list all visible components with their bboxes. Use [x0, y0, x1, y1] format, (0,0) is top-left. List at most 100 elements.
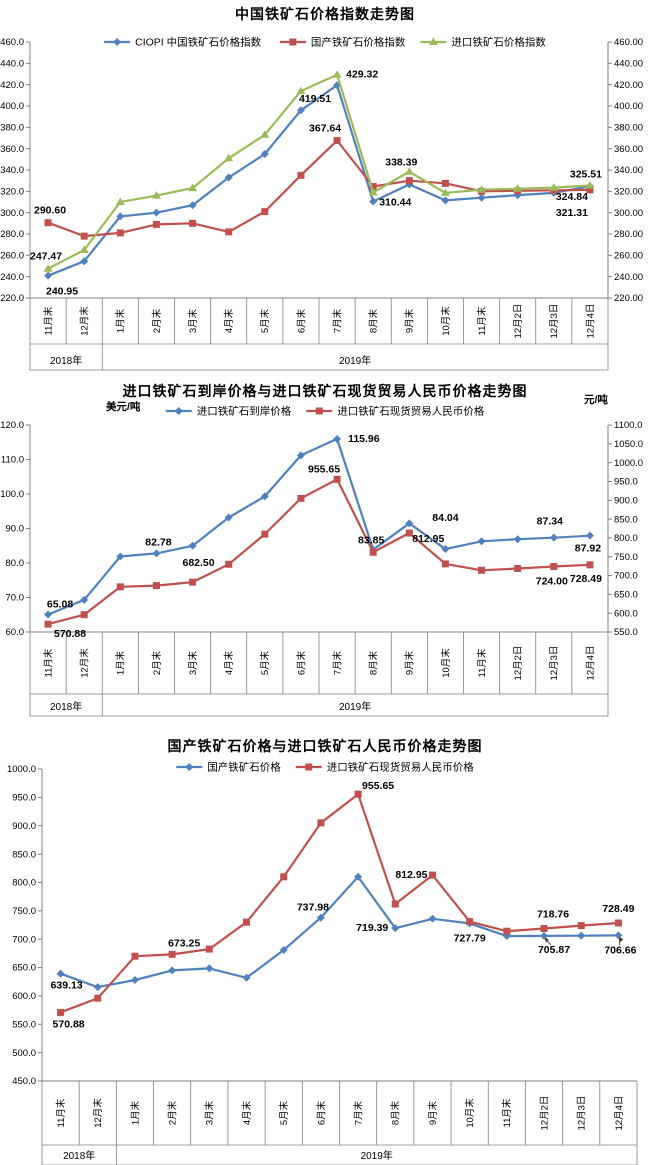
y-tick-label: 80.0: [6, 558, 25, 569]
x-category-label: 8月末: [390, 1100, 402, 1125]
x-category-label: 7月末: [331, 650, 343, 675]
x-category-label: 7月末: [352, 1100, 364, 1125]
x-category-label: 11月末: [476, 306, 488, 335]
series-marker: [405, 529, 413, 537]
x-category-label: 3月末: [204, 1100, 216, 1125]
y-axis-left: 120.0 110.0 100.0 90.0 80.0 70.0 60.0: [0, 420, 31, 638]
label-leader-arrowhead: [619, 936, 624, 943]
series-marker: [189, 219, 197, 227]
data-label: 955.65: [362, 780, 394, 792]
series-marker: [44, 271, 53, 280]
x-category-label: 12月4日: [585, 646, 596, 681]
series-marker: [428, 871, 436, 879]
data-label: 728.49: [602, 903, 634, 915]
series-marker: [405, 519, 414, 528]
legend-item-label: 进口铁矿石到岸价格: [197, 405, 292, 418]
x-category-label: 1月末: [129, 1100, 141, 1125]
series-marker: [113, 38, 122, 46]
year-group-label: 2019年: [361, 1149, 393, 1162]
x-category-label: 12月3日: [549, 646, 560, 681]
data-label: 812.95: [412, 533, 444, 545]
series-marker: [315, 407, 323, 415]
legend-item-label: CIOPI 中国铁矿石价格指数: [135, 36, 262, 49]
x-category-label: 10月末: [440, 306, 452, 336]
series-marker: [296, 86, 306, 95]
series-line: [46, 84, 592, 277]
series-marker: [224, 513, 233, 522]
chart-china-iron-ore-price-index: 中国铁矿石价格指数走势图 460.0 440.0 420.0 400.0 380.0 36…: [0, 0, 650, 375]
series-marker: [428, 914, 437, 923]
x-category-label: 9月末: [404, 308, 416, 333]
series-marker: [305, 763, 313, 771]
year-group-label: 2018年: [50, 700, 82, 713]
x-category-label: 12月3日: [549, 304, 560, 339]
y-tick-label: 360.00: [614, 144, 643, 155]
series-marker: [130, 976, 139, 985]
series-marker: [577, 931, 586, 940]
x-category-label: 12月2日: [513, 646, 524, 681]
legend-item-label: 国产铁矿石价格: [207, 761, 281, 774]
series-marker: [354, 872, 363, 881]
right-axis-unit-label: 元/吨: [584, 394, 608, 406]
y-tick-label: 340.0: [0, 165, 24, 176]
series-marker: [205, 964, 214, 973]
data-label: 367.64: [309, 123, 341, 135]
series-marker: [317, 819, 325, 827]
y-tick-label: 460.00: [614, 37, 643, 48]
series-marker: [577, 922, 585, 930]
series-marker: [205, 945, 213, 953]
series-marker: [369, 197, 378, 206]
data-label: 737.98: [297, 902, 329, 914]
series-marker: [152, 208, 161, 217]
data-label: 310.44: [379, 197, 411, 209]
series-marker: [503, 927, 511, 935]
y-tick-label: 1100.0: [614, 420, 642, 431]
x-category-label: 6月末: [295, 308, 307, 333]
data-label: 728.49: [570, 573, 602, 585]
y-tick-label: 300.00: [614, 208, 643, 219]
series-marker: [261, 530, 269, 538]
series-marker: [225, 560, 233, 568]
y-tick-label: 550.0: [614, 627, 638, 638]
series-marker: [332, 70, 342, 78]
series-marker: [368, 187, 378, 196]
data-label: 290.60: [34, 205, 66, 217]
data-label: 83.85: [358, 535, 384, 547]
y-axis-right: 460.00 440.00 420.00 400.00 380.00 360.00 340.…: [607, 37, 643, 304]
data-label: 240.95: [46, 286, 78, 298]
series-marker: [152, 220, 160, 228]
y-tick-label: 600.0: [614, 608, 638, 619]
x-axis: 11月末 12月末 1月末 2月末 3月末 4月末 5月末 6月末 7月末 8月末 9月末 10月末 1…: [29, 297, 609, 371]
series-marker: [94, 994, 102, 1002]
y-tick-label: 450.0: [12, 1076, 36, 1087]
data-label: 84.04: [432, 512, 458, 524]
data-label: 718.76: [537, 909, 569, 921]
chart-title: 国产铁矿石价格与进口铁矿石人民币价格走势图: [167, 738, 483, 754]
series-marker: [44, 610, 53, 619]
y-tick-label: 420.0: [0, 80, 24, 91]
y-tick-label: 340.00: [614, 165, 643, 176]
x-category-label: 10月末: [464, 1098, 476, 1128]
series-marker: [279, 945, 288, 954]
y-tick-label: 850.0: [614, 514, 638, 525]
series-2: [43, 70, 595, 272]
data-label: 639.13: [51, 980, 83, 992]
x-axis: 11月末 12月末 1月末 2月末 3月末 4月末 5月末 6月末 7月末 8月末 9月末 10月末 1…: [29, 631, 609, 717]
x-category-label: 11月末: [55, 1098, 67, 1127]
x-category-label: 3月末: [187, 308, 199, 333]
series-marker: [44, 620, 52, 628]
x-category-label: 12月2日: [539, 1096, 550, 1131]
series-marker: [116, 212, 125, 221]
series-marker: [116, 583, 124, 591]
y-tick-label: 400.00: [614, 101, 643, 112]
y-tick-label: 440.0: [0, 59, 24, 70]
series-marker: [316, 913, 325, 922]
y-tick-label: 300.0: [0, 208, 24, 219]
data-label: 87.34: [537, 516, 563, 528]
legend: 国产铁矿石价格 进口铁矿石现货贸易人民币价格: [176, 761, 474, 774]
series-1: [44, 475, 594, 628]
x-category-label: 12月4日: [585, 304, 596, 339]
series-marker: [116, 229, 124, 237]
data-label: 706.66: [604, 944, 636, 956]
x-category-label: 11月末: [42, 306, 54, 335]
